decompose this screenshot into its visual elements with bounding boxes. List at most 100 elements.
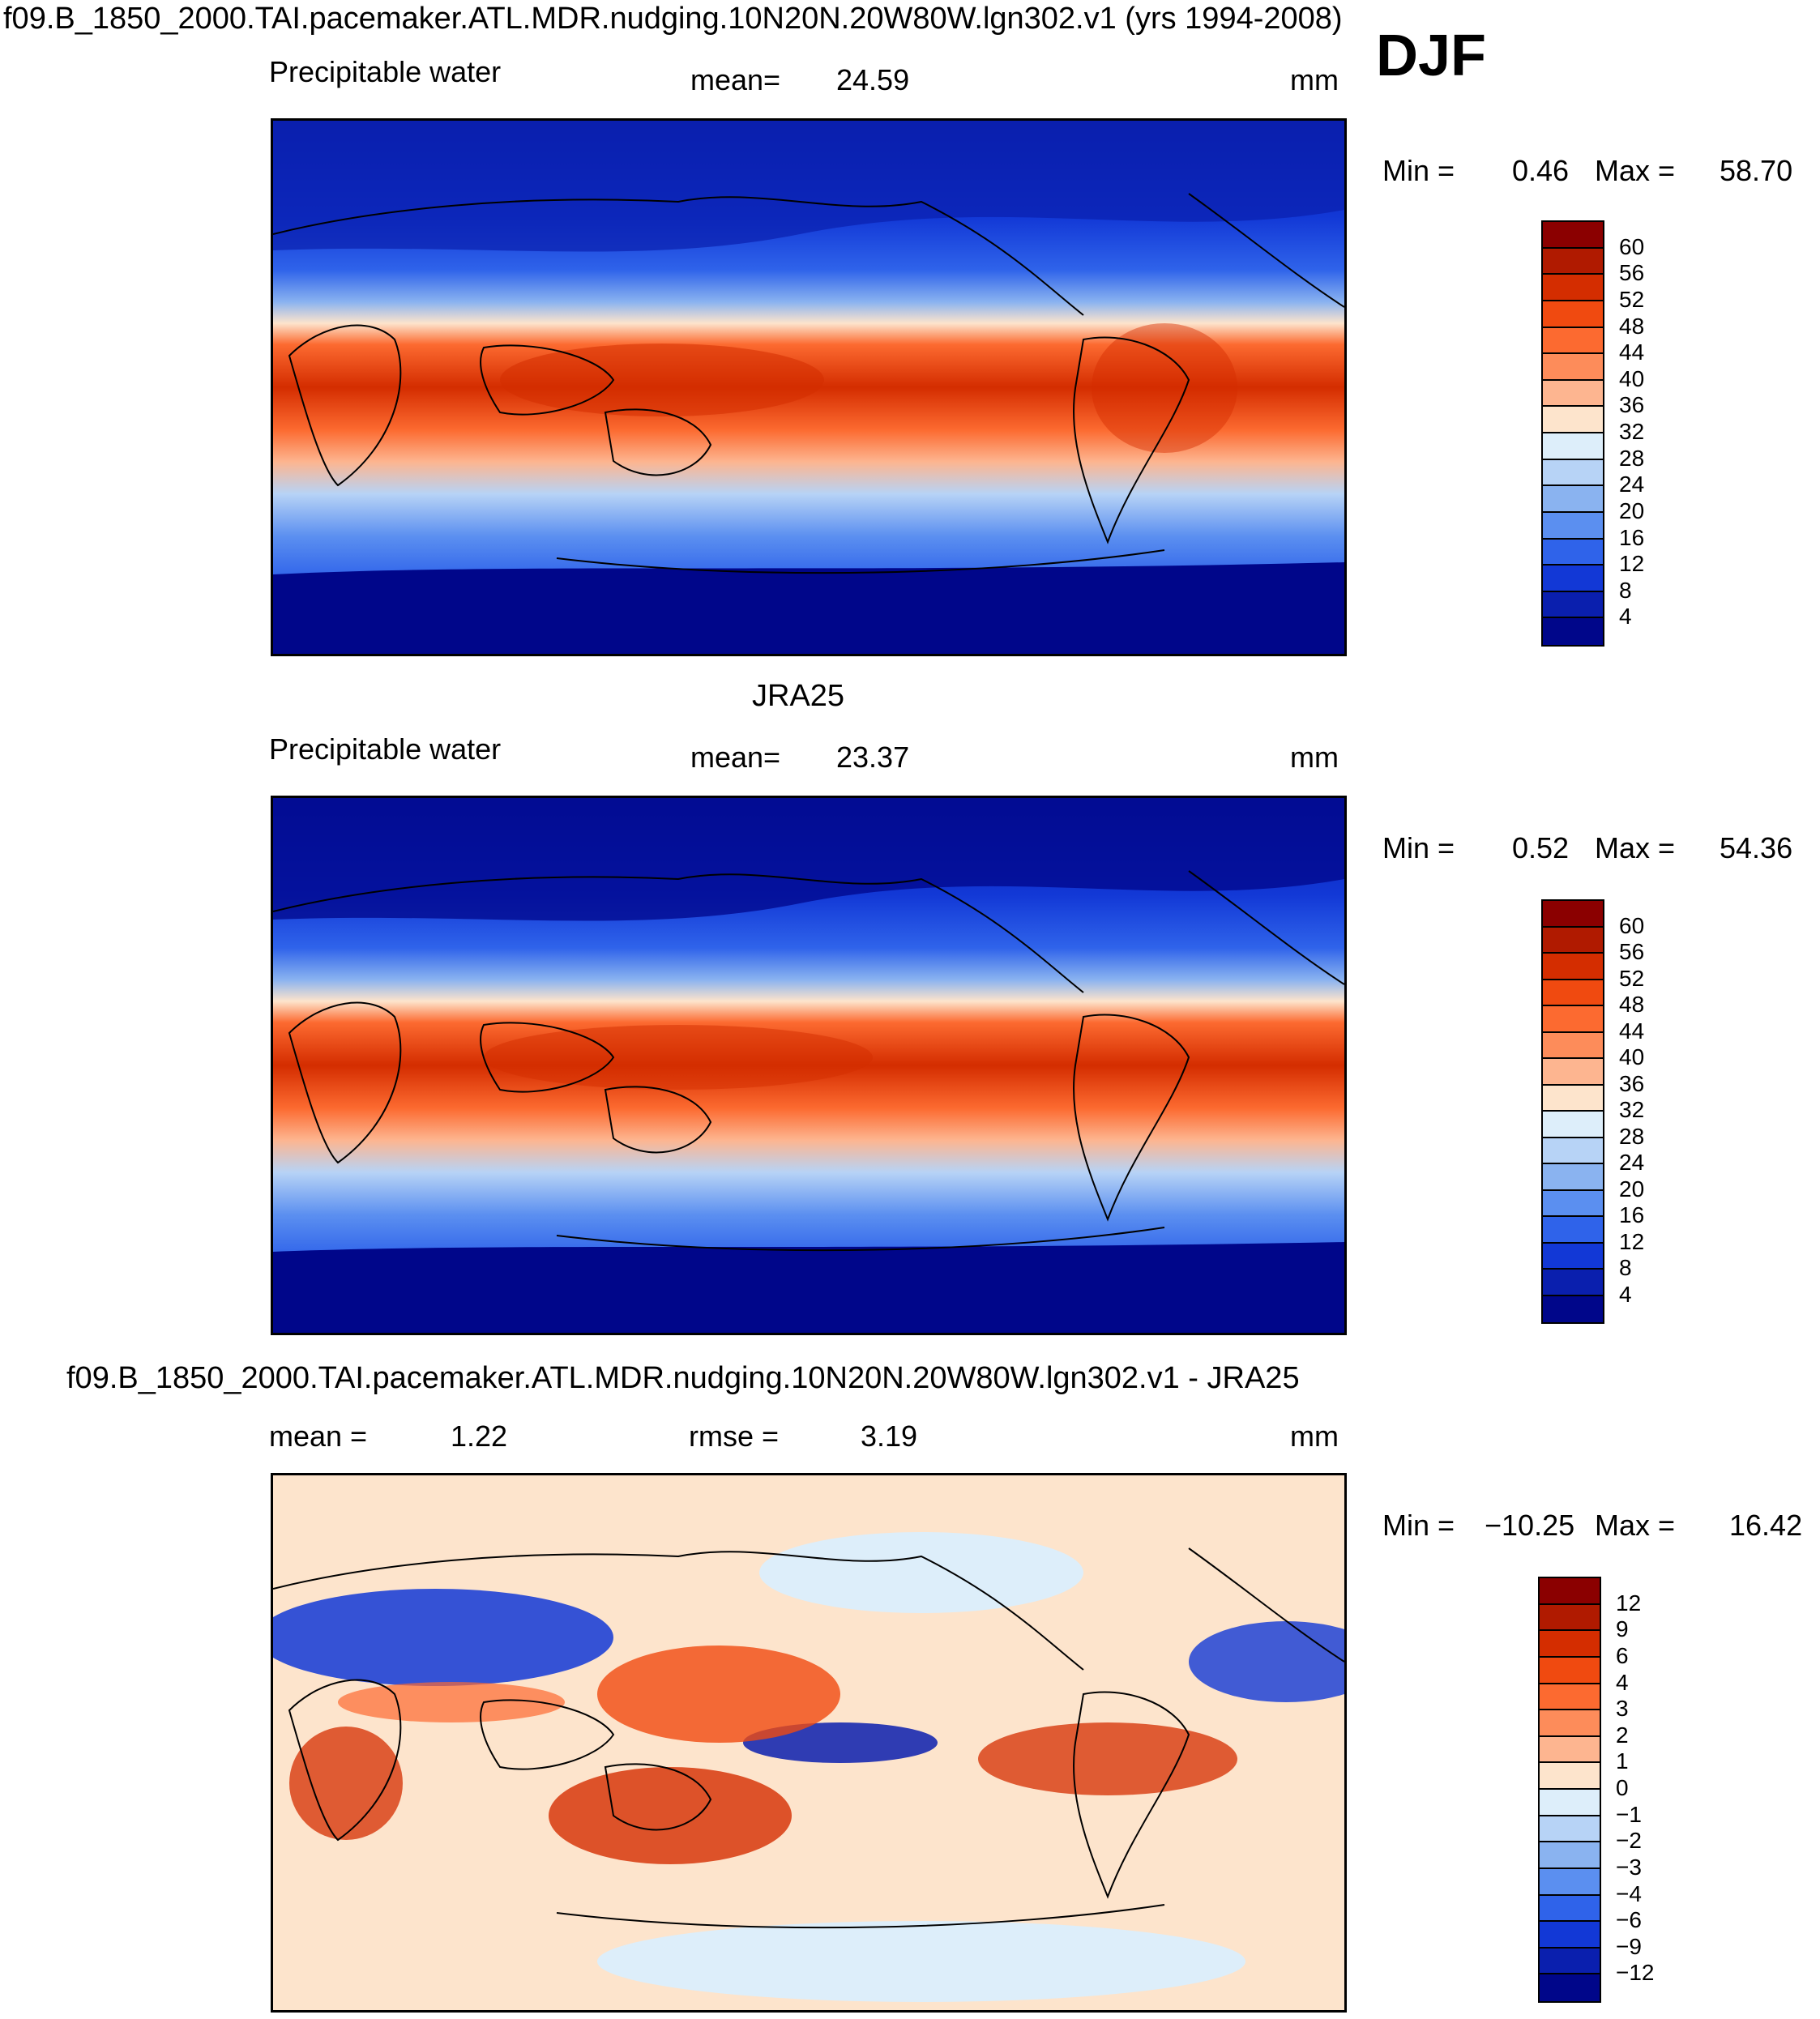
colorbar-tick-label: 32 <box>1619 419 1645 444</box>
colorbar-segment <box>1543 927 1603 954</box>
panel3-map-svg <box>273 1475 1344 2010</box>
colorbar-tick-label: −3 <box>1616 1854 1642 1880</box>
colorbar-segment <box>1543 1164 1603 1191</box>
colorbar-segment <box>1540 1684 1600 1711</box>
colorbar-segment <box>1543 433 1603 460</box>
panel1-max-value: 58.70 <box>1720 154 1793 187</box>
colorbar-tick-label: 16 <box>1619 524 1645 550</box>
colorbar-tick-label: 40 <box>1619 1044 1645 1069</box>
colorbar-segment <box>1543 380 1603 408</box>
panel3-min-value: −10.25 <box>1485 1509 1575 1542</box>
colorbar-tick-label: −12 <box>1616 1960 1655 1986</box>
colorbar-tick-label: 12 <box>1619 551 1645 577</box>
panel3-units: mm <box>1290 1419 1339 1453</box>
colorbar-segment <box>1543 1190 1603 1217</box>
colorbar-segment <box>1540 1842 1600 1869</box>
panel1-colorbar <box>1541 220 1604 647</box>
panel2-colorbar <box>1541 899 1604 1324</box>
colorbar-segment <box>1543 1032 1603 1059</box>
colorbar-tick-label: 24 <box>1619 472 1645 497</box>
colorbar-segment <box>1540 1922 1600 1949</box>
colorbar-tick-label: 12 <box>1616 1590 1642 1616</box>
colorbar-tick-label: 48 <box>1619 992 1645 1017</box>
colorbar-tick-label: −1 <box>1616 1801 1642 1827</box>
colorbar-segment <box>1543 1295 1603 1322</box>
panel2-units: mm <box>1290 741 1339 774</box>
colorbar-segment <box>1540 1631 1600 1658</box>
colorbar-segment <box>1540 1816 1600 1843</box>
colorbar-segment <box>1540 1895 1600 1923</box>
colorbar-tick-label: 52 <box>1619 286 1645 312</box>
panel1-max-label: Max = <box>1595 154 1676 187</box>
colorbar-tick-label: 60 <box>1619 233 1645 259</box>
season-label: DJF <box>1376 23 1487 88</box>
colorbar-segment <box>1543 1243 1603 1270</box>
colorbar-tick-label: 28 <box>1619 445 1645 471</box>
colorbar-segment <box>1540 1948 1600 1975</box>
colorbar-tick-label: 3 <box>1616 1696 1629 1722</box>
panel2-min-label: Min = <box>1382 831 1455 864</box>
panel2-min-value: 0.52 <box>1512 831 1570 864</box>
colorbar-tick-label: 36 <box>1619 1070 1645 1096</box>
panel2-mean-label: mean= <box>690 741 781 774</box>
colorbar-tick-label: 28 <box>1619 1123 1645 1149</box>
colorbar-segment <box>1540 1790 1600 1816</box>
colorbar-segment <box>1543 301 1603 328</box>
colorbar-tick-label: 24 <box>1619 1150 1645 1175</box>
colorbar-tick-label: 16 <box>1619 1202 1645 1227</box>
panel3-colorbar <box>1538 1577 1601 2003</box>
panel3-mean-value: 1.22 <box>451 1419 508 1453</box>
colorbar-segment <box>1543 1006 1603 1033</box>
panel2-map-svg <box>273 798 1344 1333</box>
colorbar-tick-label: 6 <box>1616 1642 1629 1668</box>
panel2-mean-value: 23.37 <box>836 741 910 774</box>
colorbar-segment <box>1543 459 1603 487</box>
colorbar-tick-label: 9 <box>1616 1616 1629 1642</box>
colorbar-tick-label: 36 <box>1619 392 1645 418</box>
colorbar-segment <box>1543 954 1603 980</box>
panel1-map <box>271 118 1347 656</box>
colorbar-segment <box>1543 539 1603 566</box>
colorbar-tick-label: 60 <box>1619 912 1645 938</box>
colorbar-segment <box>1540 1578 1600 1605</box>
panel1-mean-label: mean= <box>690 63 781 96</box>
colorbar-segment <box>1543 512 1603 540</box>
colorbar-tick-label: 4 <box>1619 1281 1632 1307</box>
colorbar-tick-label: 8 <box>1619 577 1632 603</box>
colorbar-segment <box>1540 1763 1600 1790</box>
colorbar-tick-label: −9 <box>1616 1933 1642 1959</box>
colorbar-segment <box>1543 407 1603 433</box>
colorbar-tick-label: 8 <box>1619 1255 1632 1280</box>
panel1-map-svg <box>273 121 1344 654</box>
colorbar-tick-label: 40 <box>1619 365 1645 391</box>
colorbar-tick-label: −2 <box>1616 1828 1642 1854</box>
panel2-max-label: Max = <box>1595 831 1676 864</box>
colorbar-segment <box>1543 327 1603 355</box>
panel1-mean-value: 24.59 <box>836 63 910 96</box>
panel1-variable: Precipitable water <box>269 55 502 88</box>
panel2-max-value: 54.36 <box>1720 831 1793 864</box>
colorbar-tick-label: 32 <box>1619 1097 1645 1122</box>
panel1-min-label: Min = <box>1382 154 1455 187</box>
figure-title: f09.B_1850_2000.TAI.pacemaker.ATL.MDR.nu… <box>3 2 1343 36</box>
colorbar-segment <box>1543 980 1603 1006</box>
colorbar-segment <box>1543 591 1603 619</box>
colorbar-tick-label: 20 <box>1619 497 1645 523</box>
colorbar-segment <box>1540 1710 1600 1737</box>
panel1-units: mm <box>1290 63 1339 96</box>
panel3-rmse-value: 3.19 <box>861 1419 918 1453</box>
colorbar-segment <box>1543 1059 1603 1086</box>
colorbar-tick-label: 4 <box>1619 604 1632 630</box>
panel3-rmse-label: rmse = <box>689 1419 780 1453</box>
panel2-map <box>271 796 1347 1335</box>
colorbar-tick-label: 56 <box>1619 260 1645 286</box>
panel3-map <box>271 1473 1347 2013</box>
panel3-max-label: Max = <box>1595 1509 1676 1542</box>
panel1-min-value: 0.46 <box>1512 154 1570 187</box>
colorbar-segment <box>1543 275 1603 301</box>
colorbar-segment <box>1540 1974 1600 2001</box>
colorbar-tick-label: −4 <box>1616 1880 1642 1906</box>
colorbar-segment <box>1543 1112 1603 1138</box>
panel3-title: f09.B_1850_2000.TAI.pacemaker.ATL.MDR.nu… <box>66 1361 1300 1395</box>
colorbar-tick-label: 48 <box>1619 313 1645 339</box>
